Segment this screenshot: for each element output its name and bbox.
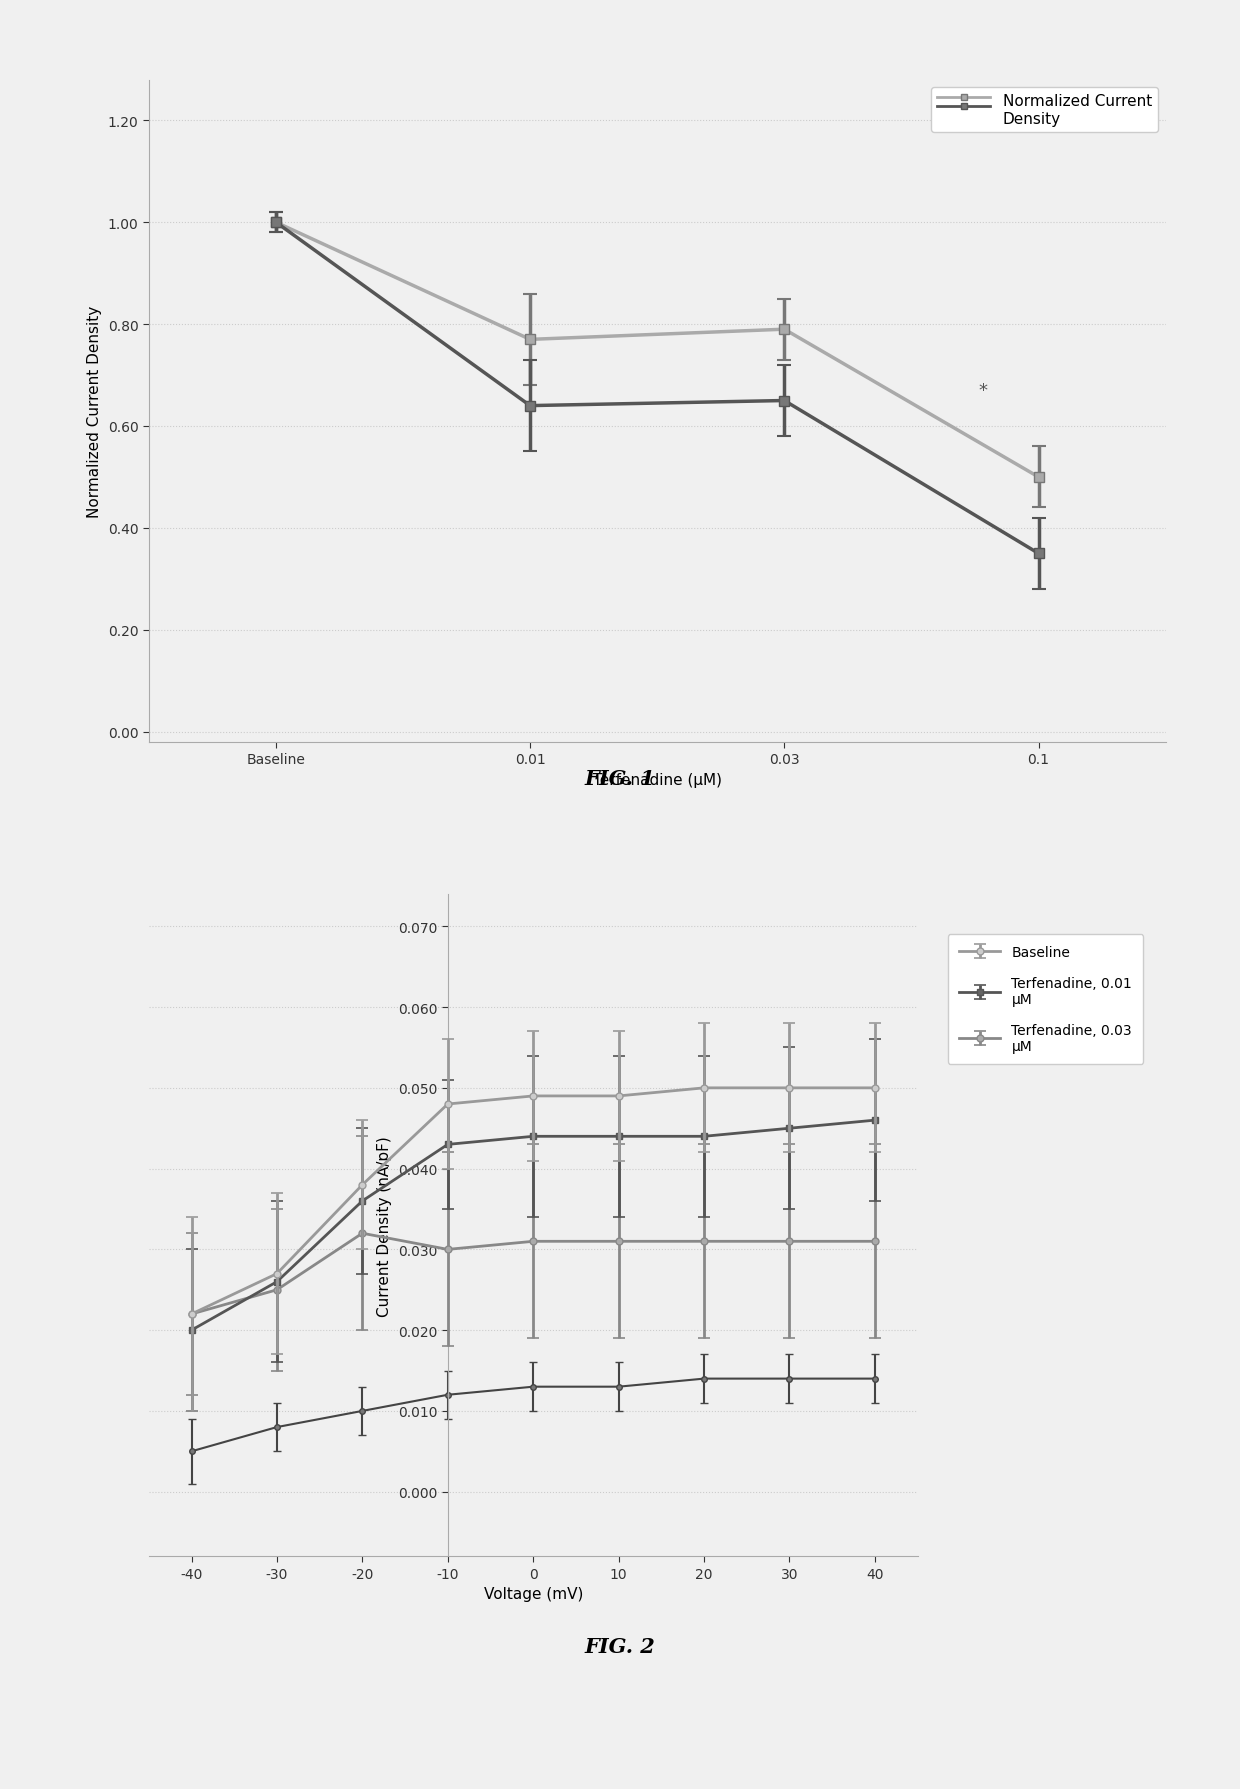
X-axis label: Voltage (mV): Voltage (mV) <box>484 1587 583 1601</box>
Y-axis label: Normalized Current Density: Normalized Current Density <box>87 306 102 517</box>
Legend: Baseline, Terfenadine, 0.01
μM, Terfenadine, 0.03
μM: Baseline, Terfenadine, 0.01 μM, Terfenad… <box>947 934 1143 1064</box>
X-axis label: Terfenadine (μM): Terfenadine (μM) <box>593 773 722 787</box>
Legend: Normalized Current
Density: Normalized Current Density <box>931 88 1158 132</box>
Y-axis label: Current Density (nA/pF): Current Density (nA/pF) <box>377 1136 392 1315</box>
Text: FIG. 2: FIG. 2 <box>584 1635 656 1657</box>
Text: FIG. 1: FIG. 1 <box>584 767 656 789</box>
Text: *: * <box>978 383 987 401</box>
